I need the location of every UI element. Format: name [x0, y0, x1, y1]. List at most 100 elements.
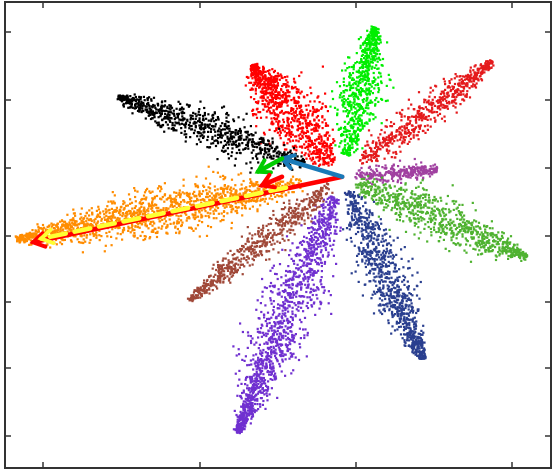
data-point: [366, 155, 369, 158]
data-point: [138, 100, 141, 103]
data-point: [405, 300, 408, 303]
data-point: [373, 233, 377, 236]
data-point: [409, 176, 412, 179]
data-point: [385, 199, 388, 202]
data-point: [213, 139, 216, 142]
data-point: [365, 251, 368, 254]
data-point: [408, 336, 411, 339]
data-point: [387, 277, 391, 280]
data-point: [172, 129, 175, 132]
data-point: [357, 134, 360, 137]
data-point: [286, 89, 290, 92]
data-point: [363, 70, 366, 74]
data-point: [389, 292, 392, 295]
data-point: [420, 161, 423, 164]
data-point: [375, 190, 378, 193]
data-point: [506, 247, 509, 250]
data-point: [388, 195, 391, 198]
data-point: [217, 117, 220, 120]
data-point: [447, 208, 451, 211]
data-point: [301, 129, 304, 132]
data-point: [410, 167, 413, 170]
data-point: [354, 215, 357, 218]
data-point: [344, 193, 347, 196]
data-point: [354, 123, 357, 126]
data-point: [398, 309, 401, 313]
data-point: [418, 126, 422, 129]
data-point: [382, 194, 385, 197]
data-point: [374, 59, 377, 62]
data-point: [275, 96, 279, 99]
data-point: [411, 257, 414, 260]
data-point: [377, 28, 380, 31]
data-point: [121, 100, 124, 103]
data-point: [310, 132, 313, 135]
data-point: [362, 252, 365, 255]
data-point: [362, 43, 365, 46]
data-point: [156, 124, 159, 127]
data-point: [386, 265, 389, 268]
data-point: [291, 133, 294, 136]
data-point: [423, 98, 426, 101]
data-point: [397, 298, 400, 301]
data-point: [202, 114, 205, 118]
data-point: [357, 220, 360, 223]
data-point: [311, 114, 314, 117]
data-point: [366, 29, 369, 32]
data-point: [297, 95, 300, 99]
data-point: [365, 230, 368, 233]
data-point: [172, 127, 175, 130]
data-point: [430, 210, 433, 213]
data-point: [408, 116, 411, 119]
data-point: [160, 104, 163, 107]
data-point: [172, 109, 175, 112]
data-point: [238, 151, 241, 154]
data-point: [367, 89, 370, 92]
data-point: [361, 42, 365, 45]
data-point: [448, 86, 451, 89]
data-point: [416, 197, 419, 200]
data-point: [486, 61, 490, 64]
data-point: [170, 117, 173, 120]
data-point: [318, 137, 321, 140]
data-point: [254, 155, 258, 158]
data-point: [469, 260, 473, 263]
data-point: [254, 81, 257, 84]
data-point: [458, 231, 461, 234]
data-point: [359, 75, 362, 78]
data-point: [286, 116, 289, 119]
data-point: [266, 147, 269, 150]
data-point: [351, 203, 355, 206]
data-point: [282, 101, 285, 104]
data-point: [471, 201, 474, 204]
data-point: [473, 71, 476, 74]
data-point: [331, 153, 334, 156]
data-point: [451, 95, 454, 98]
data-point: [354, 92, 357, 95]
data-point: [316, 123, 319, 126]
data-point: [304, 152, 307, 155]
data-point: [364, 91, 367, 94]
data-point: [220, 149, 224, 152]
data-point: [385, 166, 388, 169]
data-point: [194, 117, 197, 120]
cluster-5: [354, 175, 529, 263]
data-point: [346, 122, 349, 125]
data-point: [367, 223, 370, 226]
data-point: [472, 83, 475, 86]
data-point: [471, 230, 474, 233]
data-point: [184, 124, 187, 127]
data-point: [194, 124, 197, 128]
data-point: [264, 70, 267, 73]
data-point: [340, 126, 343, 129]
data-point: [367, 129, 371, 132]
data-point: [406, 298, 409, 301]
data-point: [399, 202, 403, 205]
data-point: [378, 71, 381, 74]
data-point: [281, 124, 284, 127]
data-point: [151, 113, 154, 116]
data-point: [231, 135, 234, 138]
data-point: [477, 71, 480, 74]
data-point: [453, 82, 457, 86]
data-point: [416, 167, 419, 170]
